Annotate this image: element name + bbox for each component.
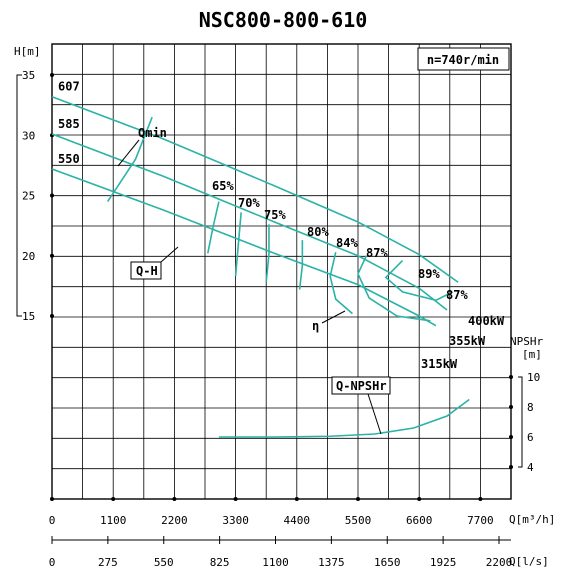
x-tick-label-m3h: 0 [49,514,56,527]
npshr-tick-dot [509,375,513,379]
efficiency-label: 87% [366,246,388,260]
head-tick-dot [50,314,54,318]
x-tick-dot [233,497,238,501]
efficiency-iso-line [298,240,304,290]
head-axis-label: H[m] [14,45,41,58]
power-label-355kw: 355kW [449,334,486,348]
head-tick-label: 20 [22,250,35,263]
speed-label: n=740r/min [427,53,499,67]
power-label-315kw: 315kW [421,357,458,371]
x-tick-label-ls: 1375 [318,556,345,569]
npshr-tick-label: 8 [527,401,534,414]
curves: 607 585 550 [51,80,470,438]
x-tick-label-ls: 275 [98,556,118,569]
x-tick-label-m3h: 5500 [345,514,372,527]
efficiency-label: 89% [418,267,440,281]
x-tick-dot [478,497,483,501]
qh-curve-550 [51,168,437,327]
npshr-tick-dot [509,435,513,439]
npshr-tick-label: 6 [527,431,534,444]
qh-leader [160,246,179,263]
npshr-tick-dot [509,405,513,409]
efficiency-iso-line [265,224,270,283]
x-tick-label-m3h: 1100 [100,514,127,527]
head-tick-label: 15 [22,310,35,323]
npshr-tick-label: 4 [527,461,534,474]
x-tick-label-ls: 0 [49,556,56,569]
x-tick-label-ls: 1100 [262,556,289,569]
x-tick-label-ls: 550 [154,556,174,569]
efficiency-label: 87% [446,288,468,302]
x-tick-label-m3h: 2200 [161,514,188,527]
flow-m3h-axis-label: Q[m³/h] [509,513,555,526]
npshr-axis-unit: [m] [522,348,542,361]
efficiency-iso-line [357,255,431,322]
efficiency-iso-line [206,201,220,254]
npshr-curve-label: Q-NPSHr [336,379,387,393]
speed-label-box [417,47,510,71]
efficiency-label: 70% [238,196,260,210]
efficiency-label: 75% [264,208,286,222]
efficiency-iso-line [234,212,242,277]
npshr-axis-label: NPSHr [510,335,543,348]
grid [51,43,512,500]
x-tick-label-m3h: 6600 [406,514,433,527]
qh-curve-585 [51,133,448,311]
efficiency-label: 84% [336,236,358,250]
x-tick-dot [111,497,116,501]
x-tick-dot [356,497,360,501]
head-tick-dot [50,253,54,258]
qh-curve-607 [51,95,459,283]
x-tick-dot [172,497,177,501]
x-tick-label-m3h: 4400 [284,514,311,527]
efficiency-label: 65% [212,179,234,193]
npshr-leader [367,393,382,435]
qmin-line [106,116,153,202]
curve-labels: Qmin 65% 70% 75% 80% 84% 87% 89% 87% Q-H η Q-NPSHr 4… [117,126,505,435]
qmin-leader [117,139,140,167]
head-tick-dot [50,73,54,77]
x-tick-label-ls: 825 [210,556,230,569]
x-tick-label-m3h: 3300 [222,514,249,527]
chart-title: NSC800-800-610 [199,8,368,32]
npshr-tick-label: 10 [527,371,540,384]
head-tick-dot [50,193,54,198]
impeller-label-607: 607 [58,80,80,94]
x-tick-dot [50,497,54,501]
npshr-curve [218,398,470,438]
impeller-label-585: 585 [58,117,80,131]
head-tick-label: 25 [22,190,35,203]
npshr-label-box [331,376,391,395]
impeller-label-550: 550 [58,152,80,166]
npshr-axis-bracket [518,376,523,468]
qh-label-box [130,261,162,280]
head-axis-bracket [16,74,22,317]
plot-frame [51,43,512,500]
power-label-400kw: 400kW [468,314,505,328]
head-tick-label: 35 [22,69,35,82]
x-tick-label-ls: 1650 [374,556,401,569]
efficiency-iso-line [329,251,353,315]
qh-label: Q-H [136,264,158,278]
x-tick-label-ls: 2200 [486,556,513,569]
x-tick-dot [417,497,422,501]
eta-leader [321,310,346,324]
flow-ls-axis-label: Q[l/s] [509,555,549,568]
x-tick-label-m3h: 7700 [467,514,494,527]
head-tick-label: 30 [22,129,35,142]
npshr-tick-dot [509,465,513,469]
efficiency-label: 80% [307,225,329,239]
qmin-label: Qmin [138,126,167,140]
x-tick-dot [294,497,299,501]
x-tick-label-ls: 1925 [430,556,457,569]
efficiency-iso-line [384,260,453,302]
efficiency-curve-label: η [312,319,319,333]
